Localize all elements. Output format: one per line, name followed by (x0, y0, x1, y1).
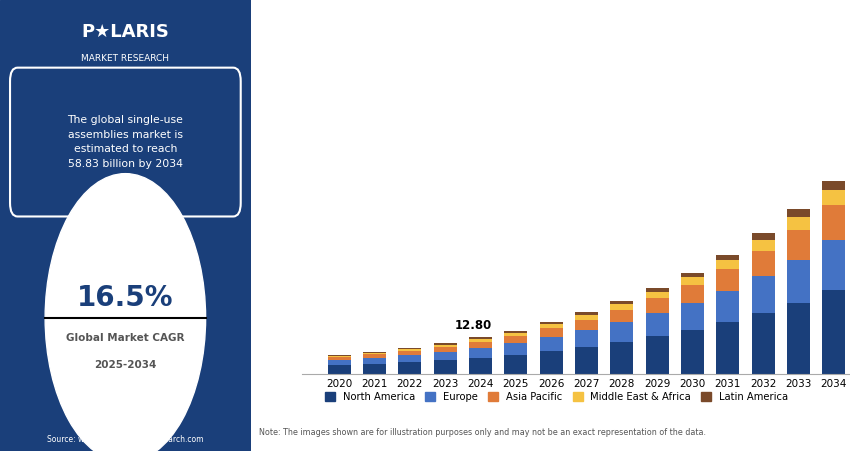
Bar (751, 240, 774, 251)
Bar (504, 343, 527, 355)
Bar (575, 347, 598, 374)
Bar (434, 347, 456, 352)
Bar (363, 352, 386, 353)
Text: 2025-2034: 2025-2034 (94, 360, 156, 370)
Bar (823, 190, 846, 205)
Bar (717, 269, 740, 290)
Bar (575, 320, 598, 330)
Text: Note: The images shown are for illustration purposes only and may not be an exac: Note: The images shown are for illustrat… (259, 428, 706, 437)
Bar (434, 345, 456, 347)
Bar (434, 360, 456, 374)
Bar (504, 355, 527, 374)
Legend: North America, Europe, Asia Pacific, Middle East & Africa, Latin America: North America, Europe, Asia Pacific, Mid… (321, 388, 792, 406)
Bar (681, 285, 704, 303)
Bar (540, 337, 563, 351)
Bar (469, 339, 492, 342)
Bar (787, 209, 810, 217)
Text: Single-Use Assemblies Market: Single-Use Assemblies Market (269, 13, 588, 32)
Bar (504, 331, 527, 332)
Bar (575, 330, 598, 347)
Bar (399, 355, 422, 362)
Bar (363, 354, 386, 358)
Text: 16.5%: 16.5% (77, 284, 173, 312)
Bar (399, 362, 422, 374)
Bar (823, 181, 846, 190)
Bar (610, 342, 633, 374)
Bar (363, 353, 386, 354)
Bar (717, 290, 740, 322)
Bar (399, 348, 422, 349)
Bar (504, 332, 527, 336)
Bar (540, 324, 563, 328)
Bar (681, 277, 704, 285)
Bar (504, 336, 527, 343)
Bar (399, 351, 422, 355)
Bar (787, 217, 810, 230)
Text: Source: www.polarismarketresearch.com: Source: www.polarismarketresearch.com (47, 435, 204, 444)
Bar (399, 349, 422, 351)
Bar (363, 364, 386, 374)
Bar (787, 260, 810, 303)
Bar (681, 303, 704, 330)
Bar (717, 322, 740, 374)
Bar (469, 337, 492, 339)
Bar (469, 358, 492, 374)
Bar (646, 313, 669, 336)
Bar (540, 328, 563, 337)
Bar (327, 365, 350, 374)
Bar (646, 298, 669, 313)
Text: P★LARIS: P★LARIS (82, 23, 169, 41)
Bar (823, 205, 846, 240)
Bar (610, 301, 633, 304)
Bar (327, 360, 350, 365)
Bar (646, 292, 669, 298)
Bar (540, 351, 563, 374)
Bar (717, 260, 740, 269)
Bar (469, 342, 492, 348)
Bar (681, 272, 704, 277)
Bar (327, 357, 350, 360)
Bar (469, 348, 492, 358)
Text: Size, By Region, 2020 - 2034 (USD Billion): Size, By Region, 2020 - 2034 (USD Billio… (269, 55, 517, 67)
Bar (751, 276, 774, 313)
Bar (646, 336, 669, 374)
Text: The global single-use
assemblies market is
estimated to reach
58.83 billion by 2: The global single-use assemblies market … (67, 115, 184, 169)
Text: Global Market CAGR: Global Market CAGR (66, 333, 184, 343)
Bar (363, 358, 386, 364)
Bar (823, 290, 846, 374)
Text: 12.80: 12.80 (455, 319, 492, 332)
Bar (610, 309, 633, 322)
Bar (540, 322, 563, 324)
Bar (327, 356, 350, 357)
Bar (610, 322, 633, 342)
Bar (681, 330, 704, 374)
Bar (823, 240, 846, 290)
Bar (575, 315, 598, 320)
Bar (787, 303, 810, 374)
Bar (717, 254, 740, 260)
Bar (751, 233, 774, 240)
Bar (434, 343, 456, 345)
Bar (751, 313, 774, 374)
Bar (327, 355, 350, 356)
FancyBboxPatch shape (10, 68, 241, 216)
Bar (610, 304, 633, 309)
Bar (751, 251, 774, 276)
Bar (575, 313, 598, 315)
Bar (434, 352, 456, 360)
Circle shape (45, 174, 206, 451)
Bar (646, 288, 669, 292)
Bar (787, 230, 810, 260)
Text: MARKET RESEARCH: MARKET RESEARCH (82, 54, 169, 63)
